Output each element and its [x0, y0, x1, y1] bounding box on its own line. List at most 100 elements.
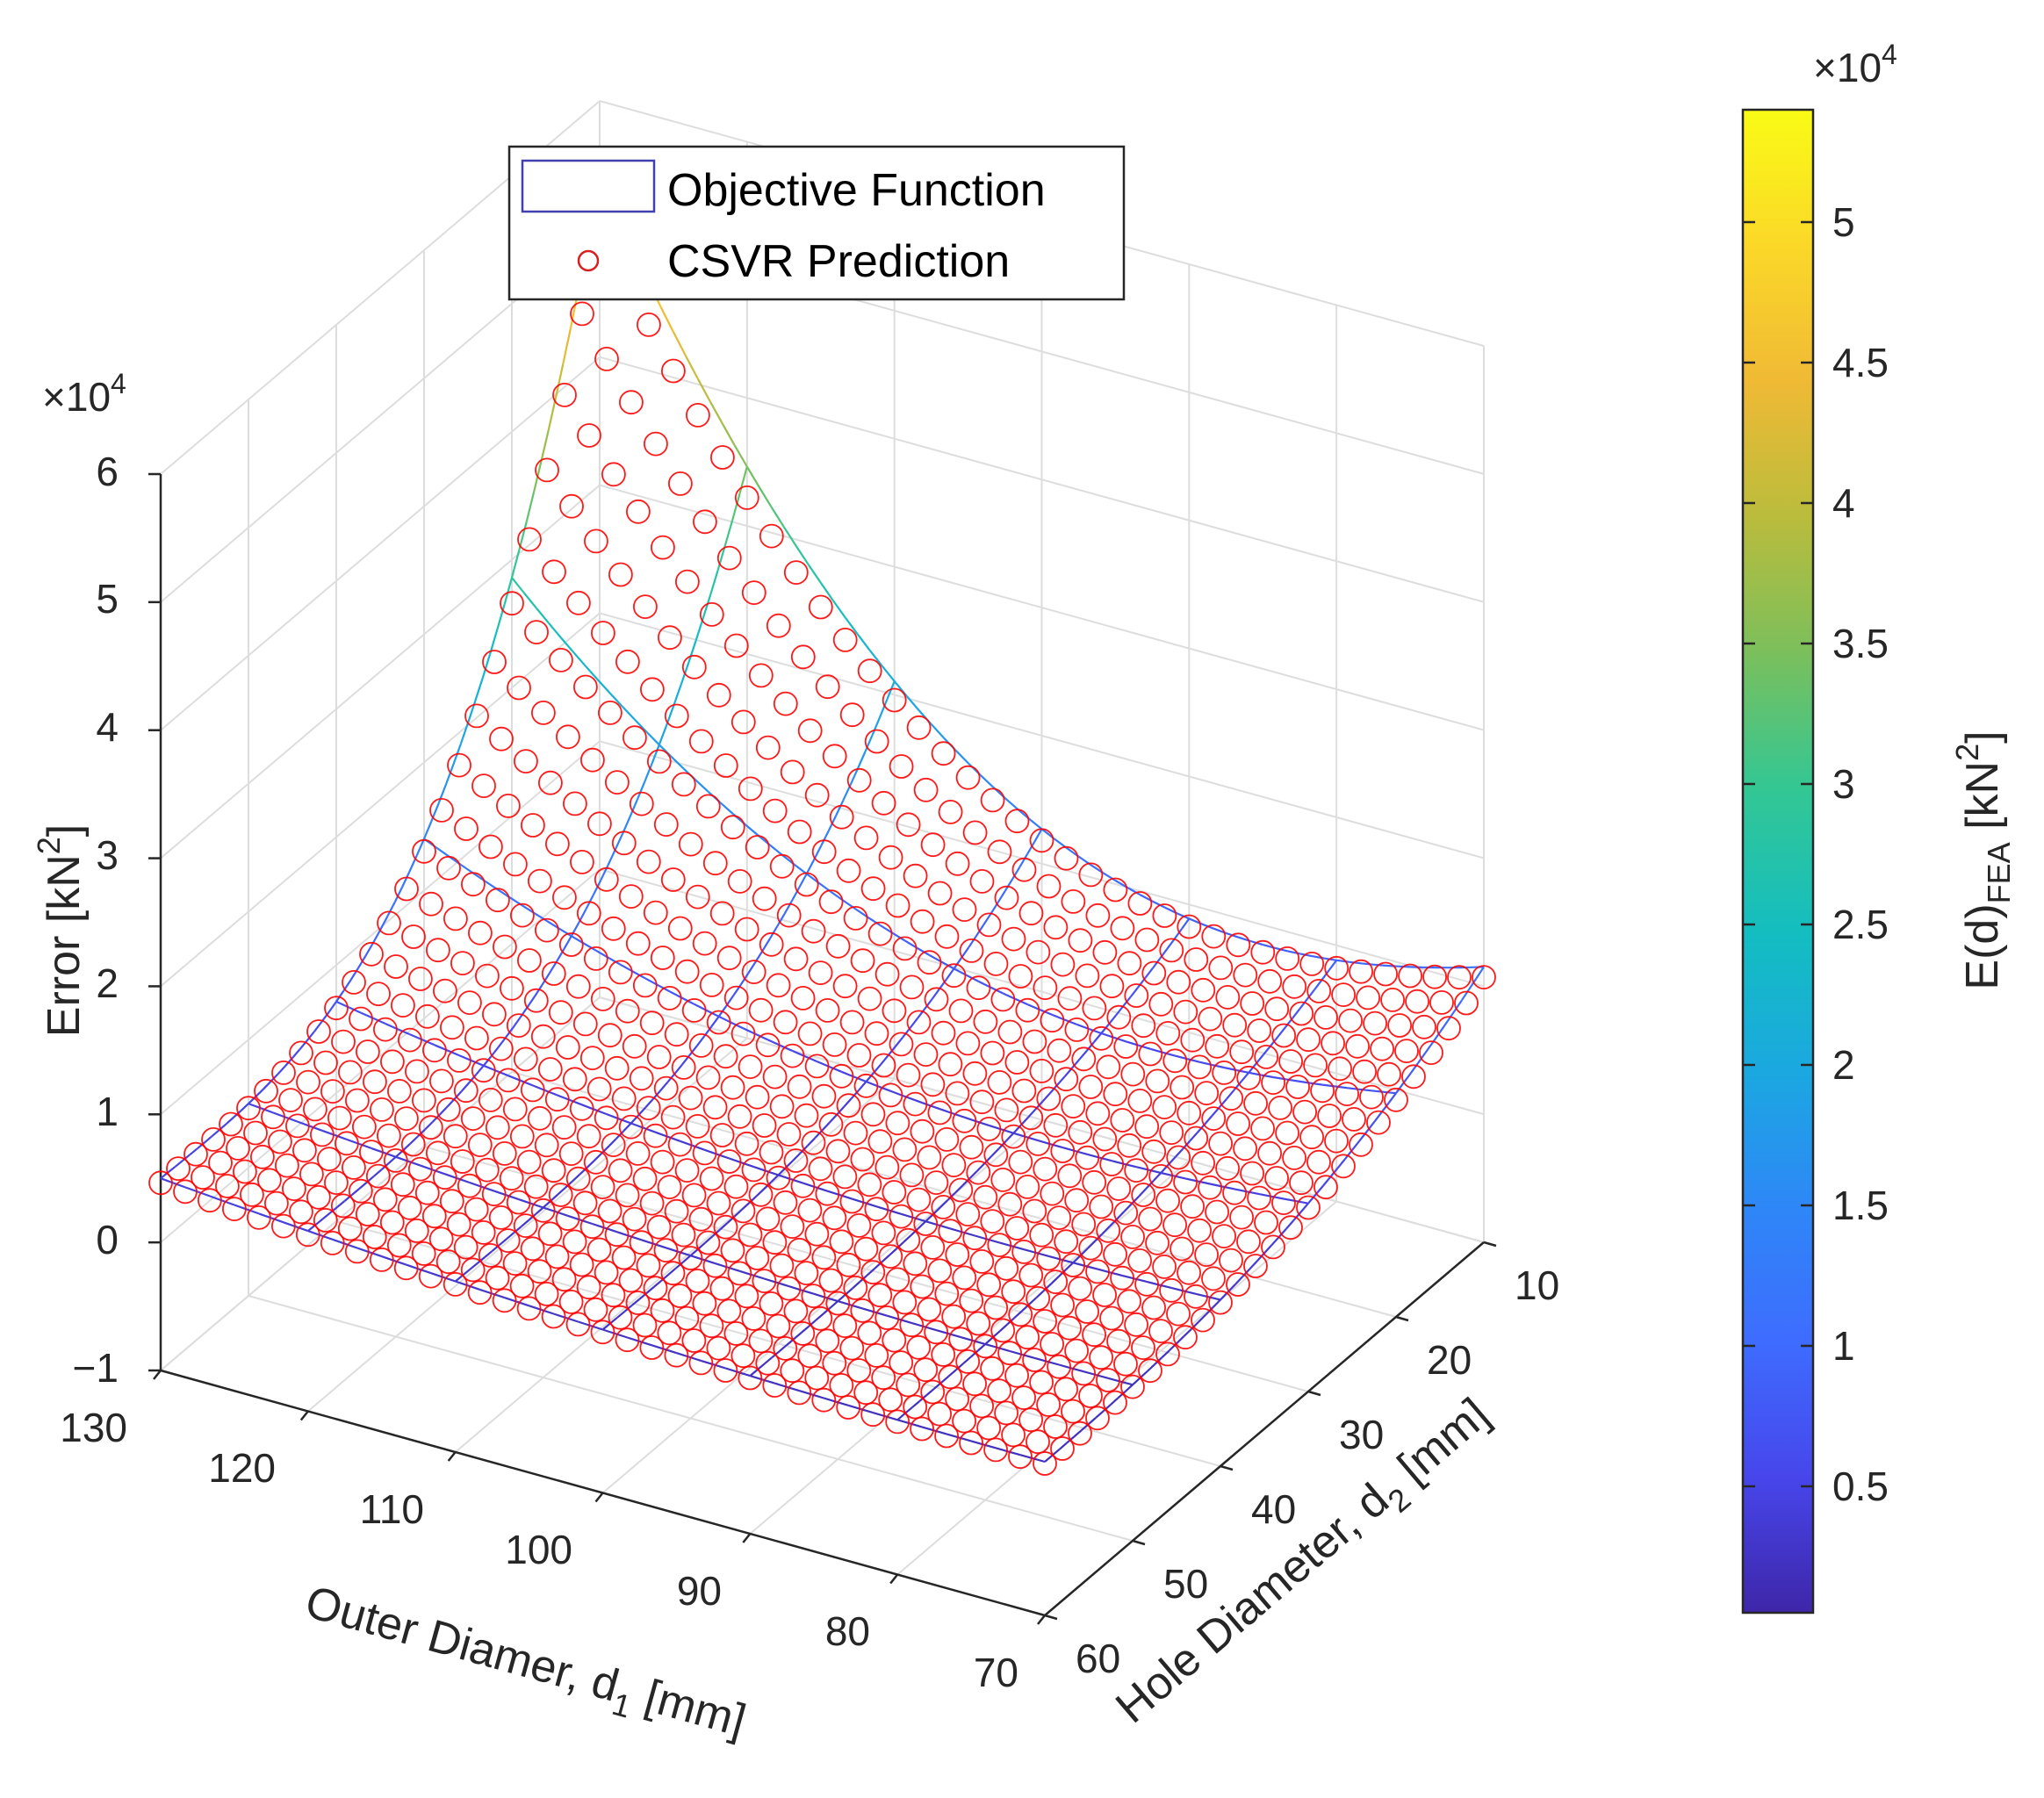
csvr-point — [1170, 1075, 1195, 1100]
surface-mesh-segment — [1146, 1280, 1160, 1286]
csvr-point — [1061, 1253, 1086, 1277]
z-tick-label: 0 — [96, 1217, 119, 1262]
csvr-point — [1250, 939, 1276, 965]
csvr-point — [418, 1115, 443, 1140]
csvr-point — [681, 998, 707, 1023]
surface-mesh-segment — [849, 767, 860, 786]
csvr-point — [1236, 1065, 1262, 1090]
csvr-point — [421, 1038, 447, 1063]
surface-mesh-segment — [975, 1162, 985, 1172]
surface-mesh-segment — [460, 864, 474, 874]
csvr-point — [316, 1147, 342, 1172]
csvr-point — [1394, 1039, 1419, 1063]
csvr-point — [291, 1138, 317, 1163]
csvr-point — [976, 912, 1002, 938]
csvr-point — [702, 1253, 728, 1278]
csvr-point — [208, 1150, 233, 1176]
csvr-point — [727, 869, 752, 894]
csvr-point — [1131, 1013, 1156, 1039]
surface-mesh-segment — [597, 679, 611, 694]
surface-mesh-segment — [1064, 1018, 1077, 1025]
surface-mesh-segment — [297, 1120, 311, 1127]
surface-mesh-segment — [1009, 1349, 1023, 1356]
csvr-point — [878, 845, 903, 870]
surface-mesh-segment — [671, 756, 685, 770]
z-tick-label: 4 — [96, 704, 119, 750]
surface-mesh-segment — [646, 731, 660, 746]
surface-mesh-segment — [481, 653, 492, 679]
csvr-point — [1096, 1368, 1120, 1392]
surface-mesh-segment — [320, 1233, 334, 1241]
csvr-point — [832, 1313, 858, 1338]
csvr-point — [1082, 1169, 1107, 1195]
csvr-point — [1226, 1111, 1250, 1136]
csvr-point — [664, 1022, 689, 1047]
csvr-point — [759, 931, 784, 957]
x-tick-label: 70 — [974, 1650, 1018, 1695]
csvr-point — [394, 876, 419, 902]
csvr-point — [509, 1124, 535, 1149]
surface-mesh-segment — [204, 1135, 213, 1144]
csvr-point — [822, 1350, 847, 1376]
csvr-point — [1078, 862, 1104, 888]
csvr-point — [1004, 1216, 1030, 1241]
surface-mesh-segment — [697, 1241, 706, 1250]
csvr-point — [576, 1124, 601, 1149]
csvr-point — [1184, 1284, 1208, 1309]
csvr-point — [618, 1114, 644, 1140]
surface-mesh-segment — [974, 1234, 988, 1241]
csvr-point — [565, 1312, 591, 1337]
surface-mesh-segment — [262, 1081, 271, 1090]
csvr-point — [324, 996, 349, 1021]
surface-mesh-segment — [1153, 1172, 1162, 1182]
csvr-point — [1057, 1315, 1082, 1341]
csvr-point — [811, 1083, 837, 1109]
surface-mesh-segment — [1033, 1356, 1047, 1363]
csvr-point — [1429, 990, 1454, 1015]
surface-mesh-segment — [1058, 1442, 1068, 1450]
csvr-point — [1145, 1230, 1170, 1255]
surface-mesh-segment — [1110, 1397, 1119, 1406]
surface-mesh-segment — [878, 1085, 891, 1092]
csvr-point — [839, 702, 865, 728]
surface-mesh-segment — [1176, 912, 1190, 920]
csvr-point — [605, 770, 630, 795]
surface-mesh-segment — [764, 1356, 774, 1365]
csvr-point — [832, 974, 858, 999]
csvr-point — [1303, 1053, 1328, 1078]
csvr-point — [959, 939, 984, 963]
csvr-point — [910, 1118, 935, 1144]
surface-mesh-segment — [543, 1206, 557, 1213]
surface-mesh-segment — [1125, 1040, 1139, 1046]
surface-mesh-segment — [776, 913, 786, 927]
surface-mesh-segment — [1234, 1276, 1243, 1285]
csvr-point — [1212, 1224, 1236, 1248]
csvr-point — [1131, 1335, 1155, 1360]
surface-mesh-segment — [778, 1344, 788, 1353]
csvr-point — [1170, 1236, 1194, 1262]
surface-mesh-segment — [769, 844, 783, 856]
surface-mesh-segment — [172, 1182, 186, 1189]
surface-mesh-segment — [1073, 1429, 1083, 1438]
csvr-point — [1018, 901, 1044, 926]
csvr-point — [769, 1253, 795, 1278]
csvr-point — [651, 535, 675, 560]
csvr-point — [752, 1113, 777, 1138]
csvr-point — [787, 1380, 812, 1406]
csvr-point — [1384, 1087, 1408, 1112]
csvr-point — [962, 1061, 988, 1086]
legend-surface-swatch — [521, 159, 656, 213]
surface-mesh-segment — [520, 1219, 529, 1227]
csvr-point — [1296, 1195, 1321, 1220]
csvr-point — [474, 1157, 500, 1183]
csvr-point — [1306, 1149, 1331, 1175]
csvr-point — [475, 963, 500, 989]
csvr-point — [622, 1033, 647, 1059]
csvr-point — [478, 1088, 503, 1112]
colorbar-tick-label: 1 — [1832, 1323, 1855, 1369]
surface-mesh-segment — [802, 1182, 816, 1189]
surface-mesh-segment — [755, 1032, 769, 1041]
csvr-point — [762, 1064, 788, 1090]
csvr-point — [1036, 1246, 1062, 1271]
surface-mesh-segment — [836, 1105, 846, 1116]
